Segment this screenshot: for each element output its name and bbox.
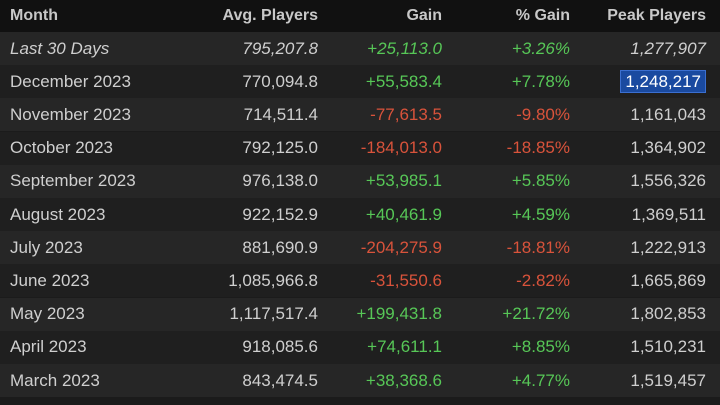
- month-cell: April 2023: [10, 337, 87, 357]
- peak-players-cell: 1,665,869: [630, 270, 706, 290]
- table-row[interactable]: August 2023 922,152.9 +40,461.9 +4.59% 1,369…: [0, 198, 720, 231]
- table-row[interactable]: June 2023 1,085,966.8 -31,550.6 -2.82% 1,665…: [0, 264, 720, 298]
- gain-cell: +53,985.1: [365, 171, 442, 191]
- peak-players-cell: 1,369,511: [631, 204, 706, 224]
- gain-cell: +38,368.6: [365, 370, 442, 390]
- table-row[interactable]: October 2023 792,125.0 -184,013.0 -18.85% 1,…: [0, 131, 720, 165]
- percent-gain-cell: -18.81%: [506, 237, 570, 257]
- avg-players-cell: 770,094.8: [242, 71, 318, 91]
- gain-cell: +74,611.1: [367, 337, 442, 357]
- table-row[interactable]: Last 30 Days 795,207.8 +25,113.0 +3.26% 1,27…: [0, 32, 720, 65]
- table-row[interactable]: December 2023 770,094.8 +55,583.4 +7.78% 1,2…: [0, 65, 720, 99]
- avg-players-cell: 795,207.8: [242, 38, 318, 58]
- month-cell: Last 30 Days: [10, 38, 110, 58]
- peak-players-cell: 1,161,043: [630, 104, 706, 124]
- header-month[interactable]: Month: [10, 7, 58, 24]
- gain-cell: -204,275.9: [360, 237, 442, 257]
- avg-players-cell: 714,511.4: [243, 104, 318, 124]
- month-cell: August 2023: [10, 204, 106, 224]
- peak-players-cell: 1,222,913: [630, 237, 706, 257]
- avg-players-cell: 792,125.0: [242, 138, 318, 158]
- header-avg-players[interactable]: Avg. Players: [222, 7, 318, 24]
- table-row[interactable]: March 2023 843,474.5 +38,368.6 +4.77% 1,519,…: [0, 364, 720, 397]
- avg-players-cell: 843,474.5: [242, 370, 318, 390]
- month-cell: July 2023: [10, 237, 83, 257]
- percent-gain-cell: +3.26%: [511, 38, 570, 58]
- gain-cell: +25,113.0: [367, 38, 442, 58]
- table-row[interactable]: July 2023 881,690.9 -204,275.9 -18.81% 1,222…: [0, 231, 720, 265]
- percent-gain-cell: +7.78%: [511, 71, 570, 91]
- avg-players-cell: 881,690.9: [242, 237, 318, 257]
- percent-gain-cell: +21.72%: [502, 304, 570, 324]
- month-cell: May 2023: [10, 304, 85, 324]
- percent-gain-cell: -2.82%: [516, 270, 570, 290]
- avg-players-cell: 1,085,966.8: [228, 270, 318, 290]
- avg-players-cell: 976,138.0: [242, 171, 318, 191]
- gain-cell: -31,550.6: [370, 270, 442, 290]
- table-row[interactable]: May 2023 1,117,517.4 +199,431.8 +21.72% 1,80…: [0, 297, 720, 331]
- month-cell: September 2023: [10, 171, 136, 191]
- percent-gain-cell: +5.85%: [511, 171, 570, 191]
- month-cell: December 2023: [10, 71, 131, 91]
- gain-cell: -77,613.5: [370, 104, 442, 124]
- peak-players-cell: 1,510,231: [630, 337, 706, 357]
- percent-gain-cell: -18.85%: [506, 138, 570, 158]
- percent-gain-cell: -9.80%: [516, 104, 570, 124]
- percent-gain-cell: +4.77%: [511, 370, 570, 390]
- peak-players-cell: 1,277,907: [630, 38, 706, 58]
- peak-players-cell: 1,364,902: [630, 138, 706, 158]
- header-percent-gain[interactable]: % Gain: [515, 7, 570, 24]
- month-cell: November 2023: [10, 104, 131, 124]
- percent-gain-cell: +8.85%: [511, 337, 570, 357]
- month-cell: March 2023: [10, 370, 100, 390]
- gain-cell: +55,583.4: [365, 71, 442, 91]
- gain-cell: -184,013.0: [360, 138, 442, 158]
- table-row[interactable]: April 2023 918,085.6 +74,611.1 +8.85% 1,510,…: [0, 330, 720, 364]
- table-header: Month Avg. Players Gain % Gain Peak Play…: [0, 0, 720, 32]
- peak-players-cell: 1,248,217: [570, 65, 706, 98]
- selected-peak-value[interactable]: 1,248,217: [620, 70, 706, 94]
- avg-players-cell: 918,085.6: [242, 337, 318, 357]
- month-cell: October 2023: [10, 138, 114, 158]
- peak-players-cell: 1,802,853: [630, 304, 706, 324]
- table-row[interactable]: September 2023 976,138.0 +53,985.1 +5.85% 1,…: [0, 164, 720, 198]
- gain-cell: +40,461.9: [365, 204, 442, 224]
- header-gain[interactable]: Gain: [406, 7, 442, 24]
- table-row[interactable]: November 2023 714,511.4 -77,613.5 -9.80% 1,1…: [0, 98, 720, 132]
- gain-cell: +199,431.8: [356, 304, 442, 324]
- header-peak-players[interactable]: Peak Players: [607, 7, 706, 24]
- peak-players-cell: 1,519,457: [630, 370, 706, 390]
- avg-players-cell: 922,152.9: [242, 204, 318, 224]
- avg-players-cell: 1,117,517.4: [229, 304, 318, 324]
- percent-gain-cell: +4.59%: [511, 204, 570, 224]
- peak-players-cell: 1,556,326: [630, 171, 706, 191]
- month-cell: June 2023: [10, 270, 90, 290]
